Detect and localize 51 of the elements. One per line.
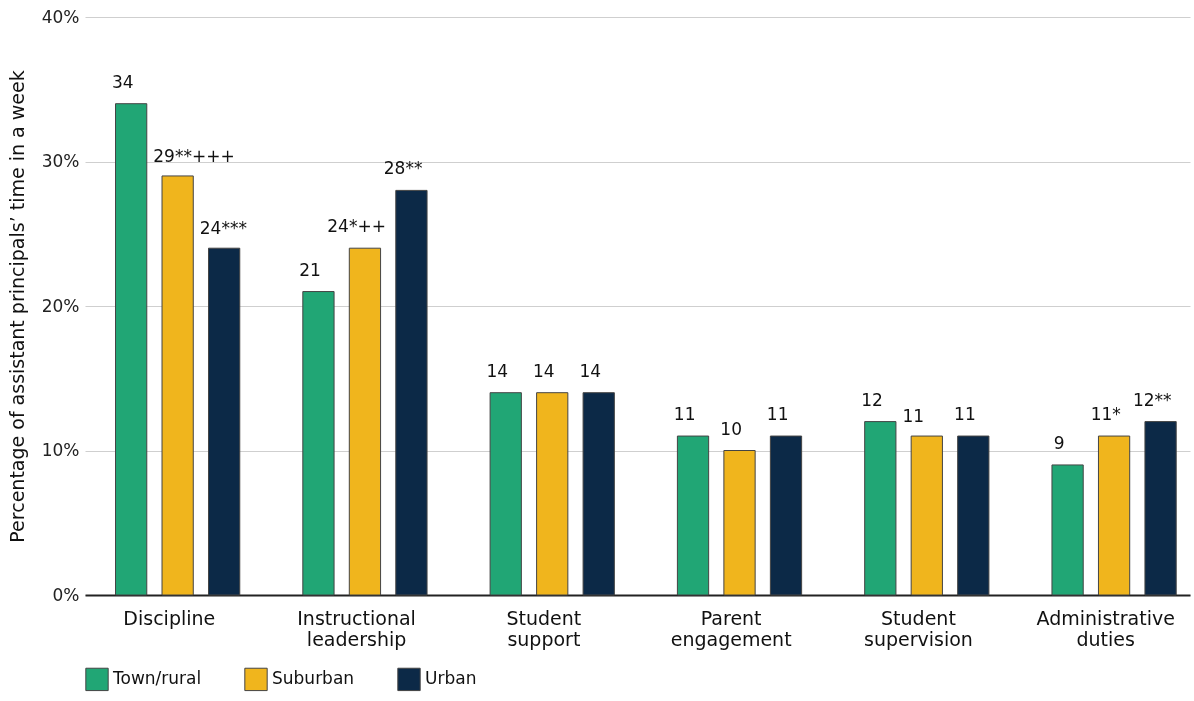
bar bbox=[208, 247, 241, 596]
bar bbox=[723, 450, 756, 596]
data-label: 14 bbox=[533, 360, 555, 381]
bar bbox=[957, 435, 990, 596]
data-label: 34 bbox=[111, 71, 134, 92]
bar bbox=[582, 392, 615, 596]
data-label: 14 bbox=[579, 360, 602, 381]
data-label: 11* bbox=[1090, 404, 1121, 425]
bar bbox=[1051, 464, 1084, 596]
bar bbox=[348, 247, 382, 596]
x-tick-label: Discipline bbox=[123, 606, 216, 629]
data-label: 21 bbox=[299, 259, 321, 280]
bar bbox=[910, 435, 943, 596]
bar bbox=[489, 392, 522, 596]
bar bbox=[1144, 421, 1177, 596]
data-label: 24*** bbox=[199, 218, 247, 239]
data-label: 11 bbox=[902, 406, 925, 427]
data-label: 28** bbox=[383, 158, 423, 179]
x-tick-label: Instructional leadership bbox=[297, 606, 416, 650]
data-label: 24*++ bbox=[327, 216, 386, 237]
data-label: 11 bbox=[673, 404, 696, 425]
y-tick-label: 40% bbox=[41, 6, 80, 27]
data-label: 9 bbox=[1053, 432, 1065, 453]
y-tick-label: 30% bbox=[41, 151, 80, 171]
bar bbox=[864, 421, 897, 596]
x-tick-label: Student supervision bbox=[863, 606, 973, 650]
data-label: 14 bbox=[486, 360, 509, 381]
x-tick-label: Administrative duties bbox=[1036, 606, 1175, 650]
data-label: 12** bbox=[1132, 389, 1172, 410]
legend-label: Suburban bbox=[272, 668, 355, 689]
legend-label: Urban bbox=[425, 668, 477, 689]
y-tick-label: 20% bbox=[41, 295, 80, 316]
y-tick-label: 10% bbox=[41, 440, 80, 460]
x-tick-label: Student support bbox=[506, 606, 582, 650]
x-tick-label: Parent engagement bbox=[670, 606, 792, 650]
bar bbox=[302, 291, 335, 596]
bar bbox=[769, 435, 803, 596]
data-label: 10 bbox=[720, 418, 742, 439]
data-label: 12 bbox=[861, 389, 883, 410]
bar bbox=[115, 103, 148, 596]
bar bbox=[536, 392, 569, 596]
data-label: 29**+++ bbox=[153, 145, 235, 166]
data-label: 11 bbox=[766, 404, 789, 425]
legend-label: Town/rural bbox=[112, 668, 202, 689]
bar bbox=[676, 435, 710, 596]
y-axis-title: Percentage of assistant principals’ time in a week bbox=[5, 70, 28, 543]
bar bbox=[161, 175, 194, 596]
bar bbox=[1097, 435, 1131, 596]
y-tick-label: 0% bbox=[52, 584, 80, 605]
data-label: 11 bbox=[954, 404, 976, 425]
bar bbox=[395, 189, 428, 596]
